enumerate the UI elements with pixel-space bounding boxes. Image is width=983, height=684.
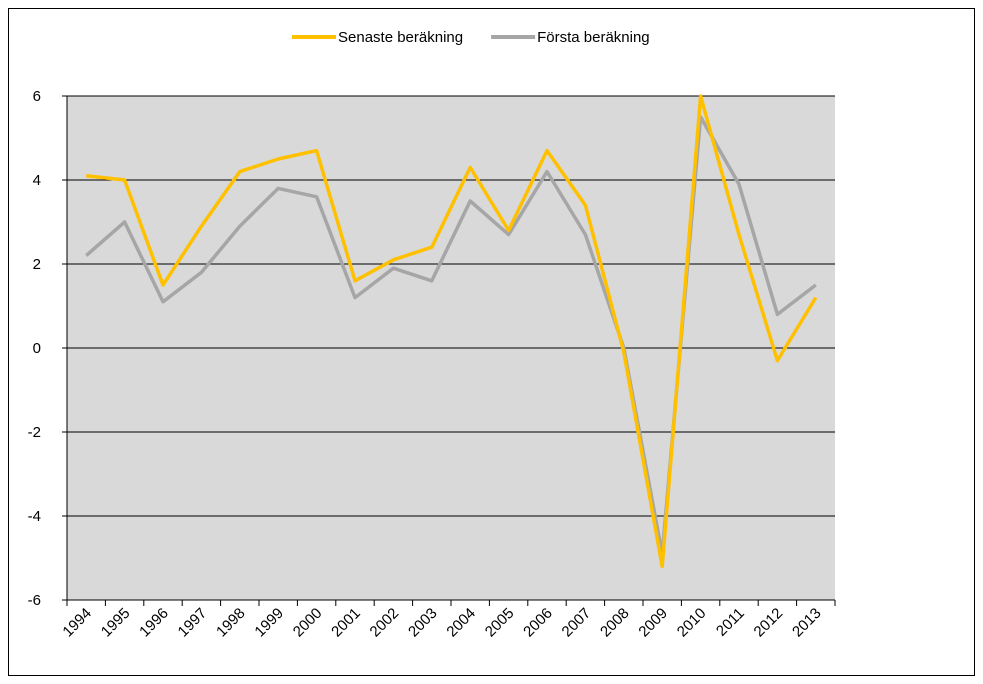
y-tick-label: 6 [33,88,41,105]
series-line [86,94,818,569]
y-tick-label: -6 [28,592,41,609]
y-tick-label: -4 [28,508,41,525]
y-tick-label: 0 [33,340,41,357]
y-tick-label: 4 [33,172,41,189]
y-tick-label: 2 [33,256,41,273]
legend-label: Senaste beräkning [338,29,463,46]
y-tick-label: -2 [28,424,41,441]
legend-label: Första beräkning [537,29,650,46]
